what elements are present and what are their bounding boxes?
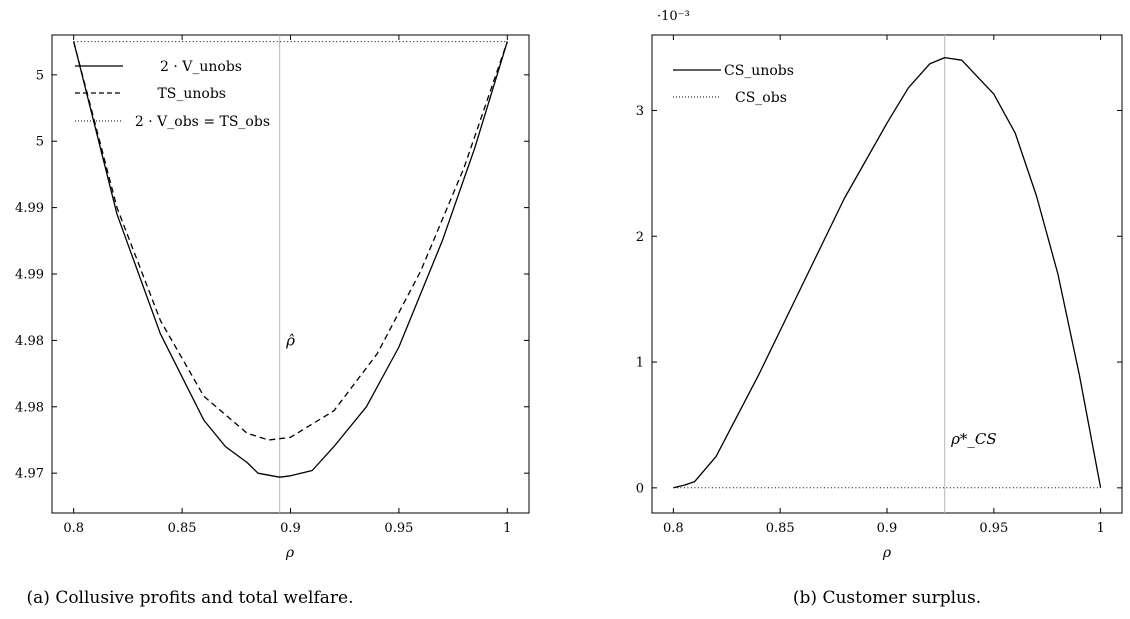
y-tick-label-b-3: 3 <box>636 104 644 119</box>
y-tick-label-b-1: 1 <box>636 356 644 371</box>
x-tick-label-b-4: 1 <box>1096 521 1104 536</box>
legend-label-ts-unobs: TS_unobs <box>157 86 226 102</box>
x-tick-label-a-1: 0.85 <box>168 521 197 536</box>
y-tick-label-a-3: 4.99 <box>15 268 44 283</box>
y-tick-label-a-5: 5 <box>36 135 44 150</box>
caption-b: (b) Customer surplus. <box>793 588 981 608</box>
series-line-a-1 <box>73 41 508 441</box>
annotation-rho-hat: ρ̂ <box>285 332 295 350</box>
series-line-a-0 <box>73 41 508 478</box>
plot-frame-b <box>651 34 1123 514</box>
plot-frame-a <box>51 34 530 514</box>
y-tick-label-a-6: 5 <box>36 68 44 83</box>
y-tick-label-a-2: 4.98 <box>15 334 44 349</box>
legend-b: CS_unobs CS_obs <box>673 63 794 106</box>
chart-panel-b: 0.8 0.85 0.9 0.95 1 0 1 2 3 ρ*_CS ·10⁻³ ρ CS_uno… <box>636 9 1123 608</box>
legend-label-cs-obs: CS_obs <box>735 90 787 106</box>
x-tick-label-b-0: 0.8 <box>663 521 684 536</box>
legend-label-2v-unobs: 2 · V_unobs <box>160 59 242 75</box>
series-group-b <box>673 56 1102 489</box>
chart-panel-a: 0.8 0.85 0.9 0.95 1 4.97 4.98 4.98 4.99 4.99 5 5 ρ̂… <box>15 34 530 608</box>
series-group-a <box>73 41 508 478</box>
series-line-b-0 <box>673 56 1102 489</box>
legend-label-obs: 2 · V_obs = TS_obs <box>135 114 270 130</box>
y-tick-label-a-4: 4.99 <box>15 201 44 216</box>
x-tick-label-a-3: 0.95 <box>384 521 413 536</box>
x-tick-label-a-2: 0.9 <box>280 521 301 536</box>
x-axis-label-a: ρ <box>285 545 295 561</box>
annotation-rho-star-cs: ρ*_CS <box>950 430 997 448</box>
x-tick-label-b-2: 0.9 <box>877 521 898 536</box>
y-scale-label-b: ·10⁻³ <box>657 9 690 24</box>
x-axis-label-b: ρ <box>882 545 892 561</box>
y-tick-label-b-2: 2 <box>636 230 644 245</box>
legend-label-cs-unobs: CS_unobs <box>724 63 794 79</box>
x-tick-label-a-4: 1 <box>503 521 511 536</box>
x-tick-label-b-3: 0.95 <box>979 521 1008 536</box>
y-tick-label-b-0: 0 <box>636 481 644 496</box>
x-tick-label-a-0: 0.8 <box>63 521 84 536</box>
x-tick-label-b-1: 0.85 <box>766 521 795 536</box>
legend-a: 2 · V_unobs TS_unobs 2 · V_obs = TS_obs <box>75 59 270 130</box>
y-tick-label-a-1: 4.98 <box>15 400 44 415</box>
ticks-a: 0.8 0.85 0.9 0.95 1 4.97 4.98 4.98 4.99 4.99 5 5 <box>15 35 529 536</box>
caption-a: (a) Collusive profits and total welfare. <box>27 588 354 608</box>
ticks-b: 0.8 0.85 0.9 0.95 1 0 1 2 3 <box>636 35 1122 536</box>
y-tick-label-a-0: 4.97 <box>15 467 44 482</box>
